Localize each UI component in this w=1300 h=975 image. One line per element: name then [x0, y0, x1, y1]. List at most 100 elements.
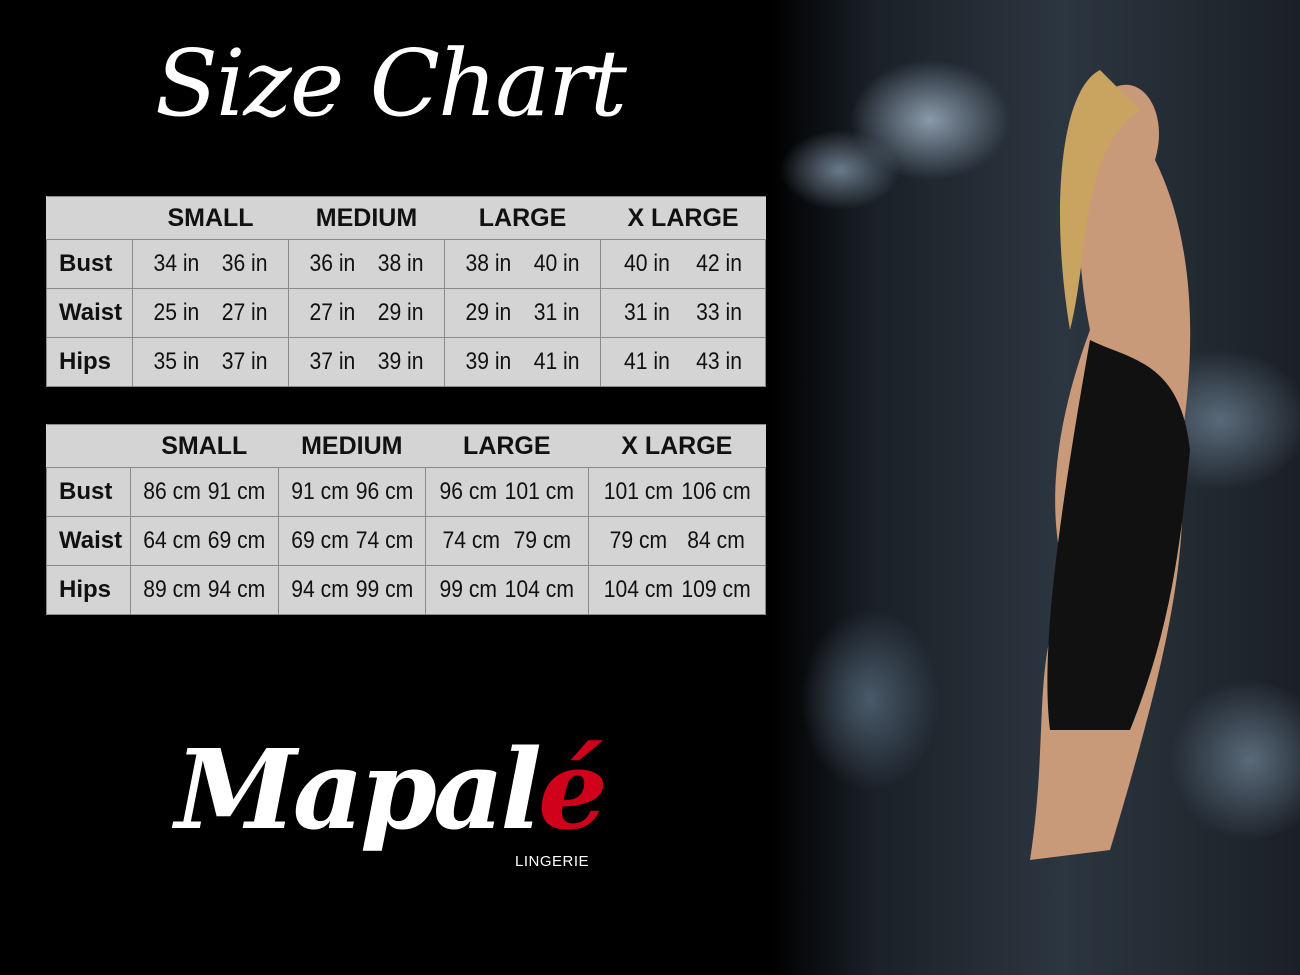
- table-row: Hips 35 in 37 in 37 in 39 in 39 in 41 in 41 in 4…: [46, 337, 766, 387]
- brand-logo: Mapalé: [175, 725, 608, 854]
- size-range-cell: 25 in 27 in: [132, 288, 289, 338]
- min-value: 79 cm: [609, 527, 667, 554]
- size-header: SMALL: [132, 196, 289, 240]
- page-title: Size Chart: [154, 30, 627, 137]
- size-range-cell: 37 in 39 in: [288, 337, 445, 387]
- min-value: 35 in: [153, 348, 200, 375]
- size-table-cm: SMALL MEDIUM LARGE X LARGE Bust 86 cm 91 c…: [46, 424, 767, 615]
- max-value: 43 in: [696, 348, 742, 375]
- max-value: 42 in: [696, 250, 742, 277]
- model-photo: [770, 0, 1300, 975]
- max-value: 109 cm: [680, 576, 751, 603]
- brand-accent: é: [538, 725, 608, 854]
- max-value: 84 cm: [686, 527, 745, 554]
- min-value: 69 cm: [290, 527, 349, 554]
- size-range-cell: 34 in 36 in: [132, 239, 289, 289]
- max-value: 33 in: [696, 299, 742, 326]
- size-header: MEDIUM: [278, 424, 426, 468]
- size-range-cell: 69 cm 74 cm: [277, 516, 427, 566]
- max-value: 101 cm: [504, 478, 575, 505]
- size-range-cell: 79 cm 84 cm: [587, 516, 767, 566]
- max-value: 38 in: [377, 250, 424, 277]
- size-range-cell: 27 in 29 in: [288, 288, 445, 338]
- table-row: Waist 25 in 27 in 27 in 29 in 29 in 31 in 31 in…: [46, 288, 766, 338]
- size-range-cell: 104 cm 109 cm: [587, 565, 767, 615]
- min-value: 39 in: [465, 348, 512, 375]
- min-value: 99 cm: [439, 576, 498, 603]
- max-value: 40 in: [533, 250, 580, 277]
- size-table-inches: SMALL MEDIUM LARGE X LARGE Bust 34 in 36 i…: [46, 196, 766, 387]
- size-range-cell: 40 in 42 in: [600, 239, 766, 289]
- min-value: 96 cm: [439, 478, 498, 505]
- min-value: 38 in: [465, 250, 512, 277]
- size-range-cell: 31 in 33 in: [600, 288, 766, 338]
- size-range-cell: 101 cm 106 cm: [587, 467, 767, 517]
- size-range-cell: 64 cm 69 cm: [130, 516, 279, 566]
- measure-label: Hips: [46, 565, 131, 615]
- model-silhouette: [1030, 70, 1191, 860]
- table-row: Waist 64 cm 69 cm 69 cm 74 cm 74 cm 79 cm 79 cm…: [46, 516, 767, 566]
- max-value: 79 cm: [513, 527, 572, 554]
- size-range-cell: 86 cm 91 cm: [130, 467, 279, 517]
- size-header: MEDIUM: [288, 196, 445, 240]
- measure-label: Bust: [46, 467, 131, 517]
- max-value: 74 cm: [355, 527, 413, 554]
- max-value: 91 cm: [207, 478, 266, 505]
- min-value: 74 cm: [442, 527, 501, 554]
- table-row: Bust 86 cm 91 cm 91 cm 96 cm 96 cm 101 cm 101 c…: [46, 467, 767, 517]
- size-header: SMALL: [130, 424, 279, 468]
- min-value: 91 cm: [290, 478, 349, 505]
- size-range-cell: 96 cm 101 cm: [425, 467, 589, 517]
- min-value: 89 cm: [143, 576, 201, 603]
- max-value: 106 cm: [680, 478, 751, 505]
- size-range-cell: 29 in 31 in: [444, 288, 601, 338]
- size-range-cell: 99 cm 104 cm: [425, 565, 589, 615]
- min-value: 34 in: [153, 250, 200, 277]
- max-value: 96 cm: [355, 478, 413, 505]
- min-value: 25 in: [153, 299, 200, 326]
- size-range-cell: 91 cm 96 cm: [277, 467, 427, 517]
- min-value: 64 cm: [143, 527, 201, 554]
- size-range-cell: 39 in 41 in: [444, 337, 601, 387]
- size-header: LARGE: [444, 196, 601, 240]
- min-value: 29 in: [465, 299, 512, 326]
- max-value: 69 cm: [207, 527, 266, 554]
- size-header: X LARGE: [588, 424, 766, 468]
- max-value: 99 cm: [355, 576, 413, 603]
- measure-label: Hips: [46, 337, 133, 387]
- size-range-cell: 35 in 37 in: [132, 337, 289, 387]
- min-value: 94 cm: [290, 576, 349, 603]
- size-range-cell: 74 cm 79 cm: [425, 516, 589, 566]
- min-value: 37 in: [309, 348, 356, 375]
- max-value: 37 in: [221, 348, 268, 375]
- max-value: 41 in: [533, 348, 580, 375]
- size-range-cell: 94 cm 99 cm: [277, 565, 427, 615]
- size-range-cell: 38 in 40 in: [444, 239, 601, 289]
- max-value: 39 in: [377, 348, 424, 375]
- max-value: 104 cm: [504, 576, 575, 603]
- brand-name: Mapal: [175, 725, 542, 854]
- table-header-row: SMALL MEDIUM LARGE X LARGE: [46, 424, 766, 468]
- table-row: Hips 89 cm 94 cm 94 cm 99 cm 99 cm 104 cm 104 c…: [46, 565, 767, 615]
- min-value: 31 in: [624, 299, 670, 326]
- min-value: 36 in: [309, 250, 356, 277]
- min-value: 40 in: [624, 250, 670, 277]
- min-value: 104 cm: [603, 576, 673, 603]
- max-value: 94 cm: [207, 576, 266, 603]
- brand-subtitle: LINGERIE: [515, 853, 590, 870]
- size-range-cell: 41 in 43 in: [600, 337, 766, 387]
- min-value: 41 in: [624, 348, 670, 375]
- measure-label: Bust: [46, 239, 133, 289]
- min-value: 27 in: [309, 299, 356, 326]
- max-value: 27 in: [221, 299, 268, 326]
- table-header-row: SMALL MEDIUM LARGE X LARGE: [46, 196, 766, 240]
- size-header: X LARGE: [600, 196, 766, 240]
- max-value: 36 in: [221, 250, 268, 277]
- measure-label: Waist: [46, 288, 133, 338]
- min-value: 86 cm: [143, 478, 201, 505]
- measure-label: Waist: [46, 516, 131, 566]
- size-header: LARGE: [425, 424, 589, 468]
- table-row: Bust 34 in 36 in 36 in 38 in 38 in 40 in 40 in 4…: [46, 239, 766, 289]
- max-value: 31 in: [533, 299, 580, 326]
- size-range-cell: 36 in 38 in: [288, 239, 445, 289]
